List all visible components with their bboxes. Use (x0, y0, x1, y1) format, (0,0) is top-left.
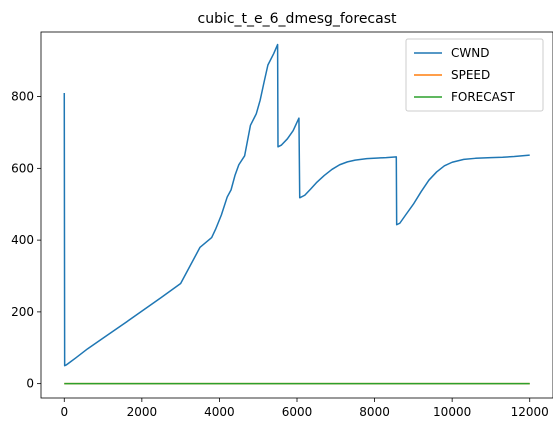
series-layer (63, 43, 530, 385)
y-tick-label: 400 (11, 233, 34, 247)
legend: CWND SPEED FORECAST (405, 38, 544, 112)
series-line-cwnd (63, 43, 530, 367)
legend-label-cwnd: CWND (451, 46, 489, 60)
x-tick-label: 8000 (359, 405, 390, 419)
x-tick-label: 12000 (511, 405, 549, 419)
x-tick-label: 2000 (127, 405, 158, 419)
chart-title: cubic_t_e_6_dmesg_forecast (198, 11, 397, 27)
y-tick-label: 800 (11, 90, 34, 104)
y-tick-label: 600 (11, 161, 34, 175)
x-tick-label: 6000 (282, 405, 313, 419)
x-tick-label: 0 (60, 405, 68, 419)
y-tick-label: 200 (11, 305, 34, 319)
legend-label-speed: SPEED (451, 68, 490, 82)
legend-box (405, 38, 544, 112)
legend-label-forecast: FORECAST (451, 90, 515, 104)
y-tick-label: 0 (26, 377, 34, 391)
x-tick-label: 4000 (204, 405, 235, 419)
y-axis: 0 200 400 600 800 (11, 90, 41, 391)
x-tick-label: 10000 (433, 405, 471, 419)
x-axis: 0 2000 4000 6000 8000 10000 12000 (60, 398, 549, 419)
